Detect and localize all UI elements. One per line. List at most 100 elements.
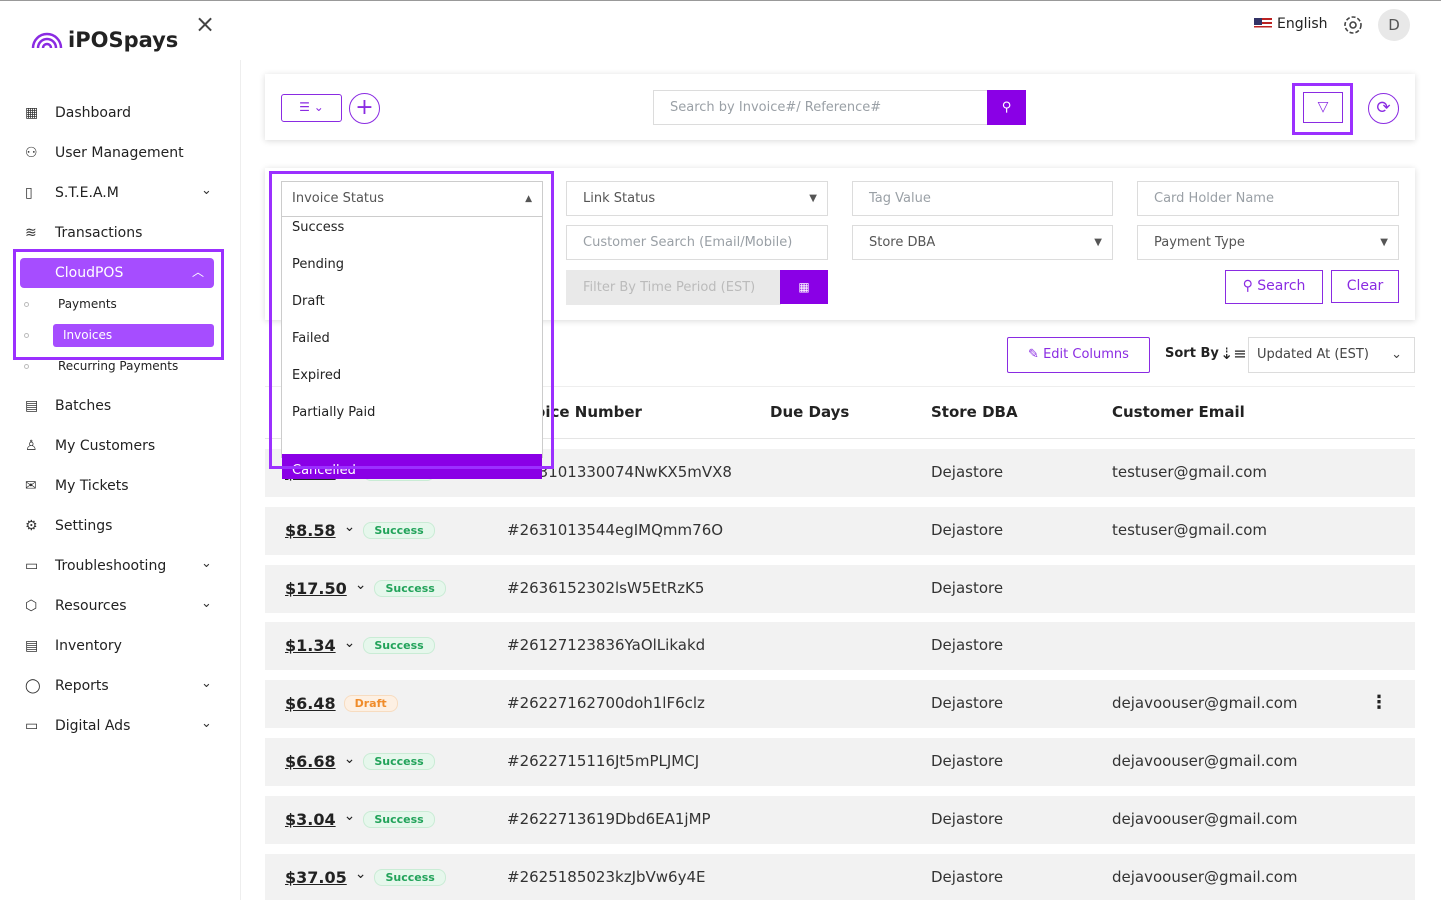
table-row — [265, 795, 1415, 844]
language[interactable]: English — [1277, 16, 1328, 32]
nav-icon: ▦ — [25, 105, 39, 121]
tag-value[interactable]: Tag Value — [852, 181, 1113, 216]
nav-item[interactable]: Transactions — [55, 225, 143, 241]
nav-icon: ⬡ — [25, 598, 38, 614]
close-sidebar[interactable]: × — [195, 10, 216, 38]
clear-button[interactable]: Clear — [1331, 270, 1399, 303]
search-button[interactable]: ⚲ — [987, 90, 1026, 125]
chevron: ⌄ — [201, 183, 212, 198]
edit-columns[interactable]: ✎ Edit Columns — [1007, 337, 1150, 373]
amount[interactable]: $3.04 — [285, 809, 336, 829]
amount-cell: $37.05 ⌄ Success — [285, 866, 446, 887]
customer-email: dejavoouser@gmail.com — [1112, 867, 1298, 886]
sub-dot — [24, 364, 29, 369]
refresh-button[interactable]: ⟳ — [1368, 93, 1399, 124]
store-dba: Dejastore — [931, 636, 1004, 655]
nav-icon: ▭ — [25, 558, 39, 574]
expand[interactable]: ⌄ — [343, 750, 356, 767]
sidebar-divider — [240, 60, 241, 900]
store-dba[interactable]: Store DBA ▼ — [852, 225, 1113, 260]
option[interactable]: Expired — [292, 368, 342, 383]
nav-icon: ▭ — [25, 718, 39, 734]
option[interactable]: Failed — [292, 331, 330, 346]
amount[interactable]: $6.68 — [285, 752, 336, 771]
label: Updated At (EST) — [1257, 347, 1369, 362]
sort-select[interactable]: Updated At (EST) ⌄ — [1248, 337, 1415, 373]
chevron: ︿ — [192, 265, 205, 279]
search-input[interactable]: Search by Invoice#/ Reference# — [653, 90, 988, 125]
amount-cell: $6.48 Draft — [285, 694, 398, 713]
expand[interactable]: ⌄ — [354, 577, 367, 594]
amount[interactable]: $6.48 — [285, 694, 336, 714]
table-row — [265, 564, 1415, 613]
store-dba: Dejastore — [931, 463, 1004, 481]
expand[interactable]: ⌄ — [354, 866, 367, 883]
nav-item[interactable]: Digital Ads — [55, 718, 131, 734]
amount[interactable]: $37.05 — [285, 867, 347, 887]
amount[interactable]: $1.34 — [285, 636, 336, 656]
nav-item[interactable]: Inventory — [55, 638, 122, 654]
store-dba: Dejastore — [931, 694, 1004, 713]
nav-item[interactable]: Troubleshooting — [55, 558, 167, 574]
sub-item[interactable]: Invoices — [63, 328, 113, 342]
nav-item[interactable]: Dashboard — [55, 105, 131, 121]
nav-item[interactable]: S.T.E.A.M — [55, 185, 119, 201]
sub-item[interactable]: Recurring Payments — [58, 359, 179, 373]
nav-item[interactable]: User Management — [55, 145, 184, 161]
store-dba: Dejastore — [931, 520, 1004, 539]
nav-icon: ▤ — [25, 398, 39, 414]
sort-by-label: Sort By — [1165, 346, 1219, 361]
option[interactable]: Pending — [292, 257, 344, 272]
invoice-status-dropdown: Invoice Status ▲ Success Pending Draft Faile… — [281, 181, 543, 479]
nav-icon: ♙ — [25, 438, 38, 454]
store-dba: Dejastore — [931, 578, 1004, 597]
nav-icon: ▯ — [25, 185, 33, 201]
chevron: ⌄ — [201, 556, 212, 571]
link-status[interactable]: Link Status ▼ — [566, 181, 828, 216]
nav-item[interactable]: Reports — [55, 678, 109, 694]
amount[interactable]: $8.58 — [285, 520, 336, 540]
nav-item[interactable]: Resources — [55, 598, 127, 614]
card-holder[interactable]: Card Holder Name — [1137, 181, 1399, 216]
sub-item[interactable]: Payments — [58, 297, 117, 311]
highlight-box — [1292, 83, 1353, 135]
option[interactable]: Draft — [292, 294, 325, 309]
nav-item[interactable]: My Customers — [55, 438, 156, 454]
view-toggle[interactable]: ☰ ⌄ — [281, 94, 342, 122]
row-menu[interactable]: ⋮ — [1370, 692, 1388, 714]
invoice-status-select[interactable]: Invoice Status ▲ — [282, 182, 542, 217]
customer-email: dejavoouser@gmail.com — [1112, 694, 1298, 713]
time-period[interactable]: Filter By Time Period (EST) — [566, 270, 781, 305]
nav-item[interactable]: Batches — [55, 398, 112, 414]
filter-button[interactable]: ▽ — [1303, 92, 1343, 123]
nav-item[interactable]: My Tickets — [55, 478, 129, 494]
nav-item[interactable]: Settings — [55, 518, 113, 534]
option[interactable]: Success — [292, 220, 345, 235]
table-row — [265, 738, 1415, 786]
amount[interactable]: $17.50 — [285, 578, 347, 598]
avatar[interactable]: D — [1378, 9, 1410, 41]
invoice-number: #2636152302lsW5EtRzK5 — [507, 578, 705, 597]
expand[interactable]: ⌄ — [343, 519, 356, 536]
expand[interactable]: ⌄ — [343, 808, 356, 825]
search-filter-button[interactable]: ⚲ Search — [1225, 270, 1323, 304]
expand[interactable]: ⌄ — [343, 634, 356, 651]
calendar-button[interactable]: ▦ — [780, 270, 828, 304]
sort-icon[interactable]: ⇣≡ — [1220, 344, 1247, 363]
nav-icon: ◯ — [25, 678, 41, 694]
amount-cell: $6.68 ⌄ Success — [285, 750, 435, 771]
add-button[interactable]: + — [349, 93, 380, 124]
nav-item[interactable]: CloudPOS — [55, 265, 124, 281]
amount-cell: $1.34 ⌄ Success — [285, 634, 435, 656]
column-header: Customer Email — [1112, 403, 1245, 421]
table-row — [265, 853, 1415, 900]
payment-type[interactable]: Payment Type ▼ — [1137, 225, 1399, 260]
settings-icon[interactable] — [1342, 14, 1364, 36]
customer-search[interactable]: Customer Search (Email/Mobile) — [566, 225, 828, 260]
option[interactable]: Partially Paid — [292, 405, 376, 420]
chevron: ⌄ — [201, 596, 212, 611]
label: Link Status — [583, 191, 656, 206]
customer-email: dejavoouser@gmail.com — [1112, 752, 1298, 770]
sub-active-bg — [53, 324, 214, 347]
